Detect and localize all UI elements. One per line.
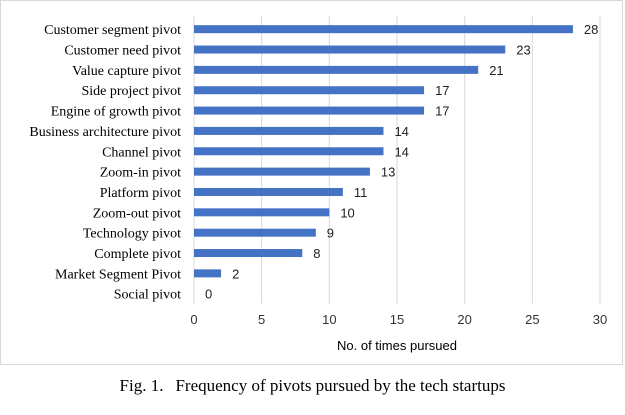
category-label: Zoom-in pivot [100, 166, 181, 181]
bar [194, 249, 303, 258]
figure-caption: Fig. 1. Frequency of pivots pursued by th… [0, 376, 625, 396]
bar [194, 126, 384, 135]
category-label: Customer segment pivot [44, 23, 181, 38]
data-label: 10 [340, 205, 354, 220]
category-label: Technology pivot [83, 227, 181, 242]
x-tick-label-0: 0 [190, 312, 197, 327]
category-label: Customer need pivot [64, 44, 181, 59]
data-label: 14 [394, 144, 408, 159]
bar [194, 25, 573, 34]
data-label: 11 [354, 185, 368, 200]
bar [194, 208, 330, 217]
bar [194, 86, 425, 95]
bar [194, 106, 425, 115]
data-label: 9 [327, 226, 334, 241]
data-label: 13 [381, 165, 395, 180]
category-label: Business architecture pivot [29, 125, 181, 140]
category-label: Zoom-out pivot [93, 206, 181, 221]
data-label: 0 [205, 287, 212, 302]
category-label: Value capture pivot [72, 64, 181, 79]
category-label: Social pivot [114, 288, 181, 303]
data-label: 14 [394, 124, 408, 139]
bar [194, 269, 222, 278]
x-tick-label-30: 30 [593, 312, 607, 327]
bar [194, 228, 316, 237]
category-label: Complete pivot [94, 247, 181, 262]
data-label: 23 [516, 43, 530, 58]
data-label: 28 [584, 22, 598, 37]
caption-text: Frequency of pivots pursued by the tech … [175, 376, 506, 395]
data-label: 2 [232, 266, 239, 281]
category-label: Platform pivot [100, 186, 181, 201]
data-label: 8 [313, 246, 320, 261]
x-tick-label-15: 15 [390, 312, 404, 327]
category-label: Channel pivot [102, 145, 181, 160]
bar [194, 147, 384, 156]
category-label: Market Segment Pivot [55, 267, 181, 282]
data-label: 17 [435, 83, 449, 98]
x-tick-label-10: 10 [322, 312, 336, 327]
x-tick-label-25: 25 [525, 312, 539, 327]
bar [194, 187, 343, 196]
data-label: 17 [435, 104, 449, 119]
bar [194, 45, 506, 54]
x-axis-title: No. of times pursued [337, 338, 457, 353]
x-tick-label-20: 20 [457, 312, 471, 327]
category-label: Engine of growth pivot [51, 105, 181, 120]
data-label: 21 [489, 63, 503, 78]
x-tick-label-5: 5 [258, 312, 265, 327]
bar [194, 167, 370, 176]
chart-frame: 0 5 10 15 20 25 30 Customer segment pivot 28 Cust… [0, 0, 623, 365]
category-label: Side project pivot [81, 84, 181, 99]
bar [194, 65, 479, 74]
caption-number: Fig. 1. [119, 376, 164, 395]
